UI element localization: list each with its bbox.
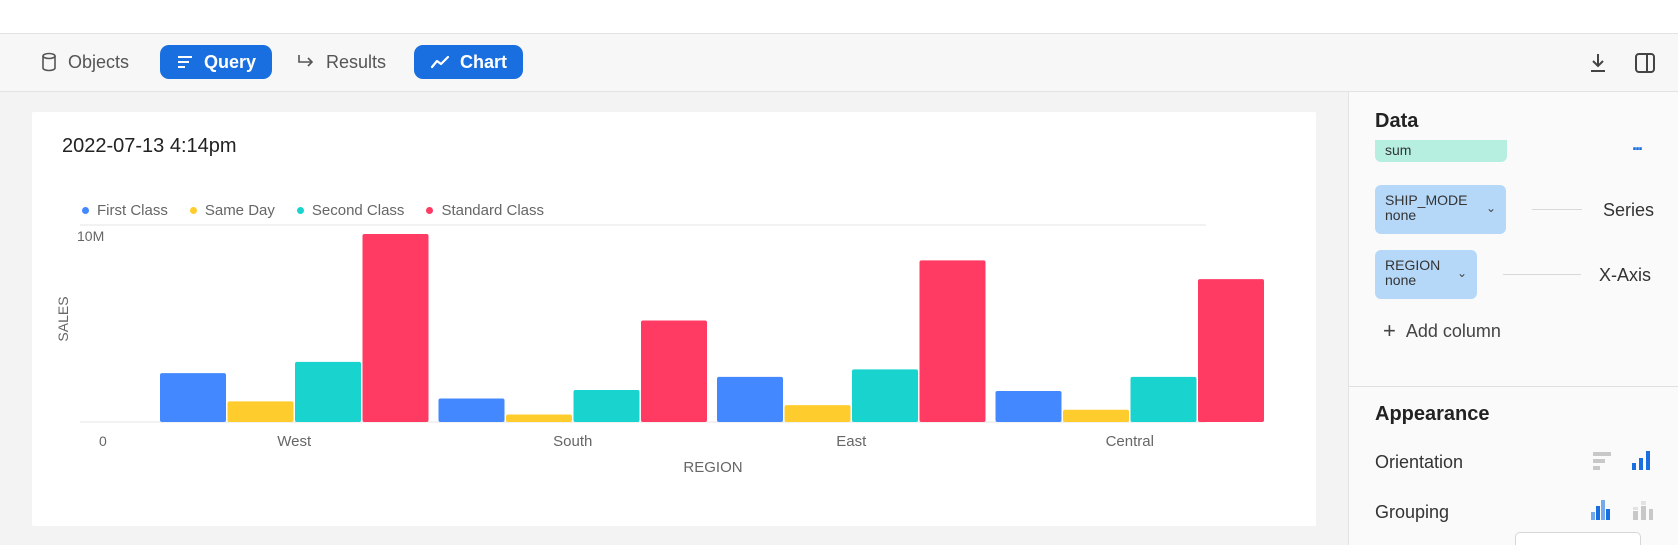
top-bar	[0, 0, 1678, 34]
legend-dot	[426, 207, 434, 214]
add-column-label: Add column	[1405, 320, 1501, 341]
legend-item-same-day[interactable]: Same Day	[189, 202, 275, 219]
stacked-bars-icon[interactable]	[1631, 498, 1655, 522]
sum-pill[interactable]: sum	[1375, 140, 1507, 162]
tab-chart-label: Chart	[460, 51, 508, 72]
x-tick-label: East	[836, 433, 867, 450]
tab-objects[interactable]: Objects	[24, 45, 145, 79]
add-column-button[interactable]: + Add column	[1383, 318, 1501, 344]
bar-south-same-day	[506, 414, 572, 422]
grouping-label: Grouping	[1375, 502, 1450, 522]
legend-item-first-class[interactable]: First Class	[82, 202, 168, 219]
bar-east-standard-class	[919, 260, 986, 422]
plus-icon: +	[1383, 318, 1396, 343]
legend-label: Second Class	[311, 202, 405, 219]
chart-card: 2022-07-13 4:14pm First Class Same Day Sec…	[32, 112, 1316, 526]
bar-central-standard-class	[1198, 279, 1264, 422]
lines-icon	[178, 56, 192, 68]
split-panel-icon[interactable]	[1633, 51, 1657, 75]
database-icon	[42, 52, 56, 72]
x-tick-label: West	[277, 433, 312, 450]
tab-chart[interactable]: Chart	[414, 45, 524, 79]
bar-west-same-day	[227, 401, 294, 422]
y-axis-label: SALES	[55, 296, 71, 341]
series-pill[interactable]: SHIP_MODE none ⌄	[1375, 185, 1506, 234]
data-section-title: Data	[1375, 110, 1419, 132]
bar-central-second-class	[1130, 376, 1197, 422]
tab-objects-label: Objects	[68, 51, 130, 72]
legend-label: Same Day	[204, 202, 275, 219]
legend-dot	[189, 207, 197, 214]
grouped-bars-icon[interactable]	[1589, 498, 1615, 522]
bar-east-first-class	[717, 376, 783, 422]
bar-south-first-class	[438, 398, 505, 422]
xaxis-role-label: X-Axis	[1599, 265, 1652, 285]
arrow-turn-icon	[298, 55, 314, 67]
download-icon[interactable]	[1586, 51, 1610, 75]
xaxis-pill-sub: none	[1385, 272, 1417, 288]
series-role-label: Series	[1603, 200, 1655, 220]
tab-query[interactable]: Query	[160, 45, 273, 79]
vertical-bars-icon[interactable]	[1630, 448, 1654, 472]
orientation-label: Orientation	[1375, 452, 1464, 472]
side-panel: Data sum ... SHIP_MODE none ⌄ Series REG…	[1348, 92, 1678, 545]
tab-results[interactable]: Results	[280, 45, 402, 79]
legend-item-second-class[interactable]: Second Class	[296, 202, 405, 219]
legend-dot	[82, 207, 89, 214]
x-tick-label: South	[553, 433, 592, 450]
connector-line	[1503, 274, 1581, 275]
tab-results-label: Results	[326, 51, 387, 72]
bar-south-second-class	[573, 390, 640, 422]
chart-title: 2022-07-13 4:14pm	[62, 135, 237, 157]
bar-west-first-class	[160, 373, 226, 422]
section-divider	[1349, 386, 1678, 387]
y-tick-label: 0	[99, 433, 107, 449]
xaxis-pill[interactable]: REGION none ⌄	[1375, 250, 1477, 299]
connector-line	[1532, 209, 1582, 210]
bar-chart: 10M 0 SALES West South East Central REGION	[55, 224, 1264, 476]
chevron-down-icon: ⌄	[1456, 266, 1467, 280]
chevron-down-icon: ⌄	[1485, 201, 1496, 215]
x-tick-label: Central	[1106, 433, 1154, 450]
xaxis-pill-name: REGION	[1385, 257, 1441, 273]
bar-central-first-class	[995, 390, 1062, 422]
legend-dot	[296, 207, 304, 214]
line-chart-icon	[430, 55, 450, 69]
horizontal-bars-icon[interactable]	[1591, 450, 1615, 472]
more-options-icon[interactable]: ...	[1632, 134, 1643, 154]
chart-legend: First Class Same Day Second Class Standard …	[82, 202, 544, 219]
dropdown-box[interactable]	[1515, 532, 1641, 545]
bar-east-same-day	[784, 405, 851, 422]
series-pill-name: SHIP_MODE	[1385, 192, 1468, 208]
bar-south-standard-class	[641, 320, 707, 422]
bar-west-second-class	[295, 361, 361, 422]
x-axis-label: REGION	[683, 459, 742, 476]
series-pill-sub: none	[1385, 207, 1417, 223]
legend-label: First Class	[97, 202, 168, 219]
legend-label: Standard Class	[441, 202, 544, 219]
toolbar: Objects Query Results Chart	[0, 34, 1678, 92]
bar-west-standard-class	[362, 234, 429, 422]
appearance-section-title: Appearance	[1375, 403, 1490, 425]
bar-central-same-day	[1063, 409, 1129, 422]
sum-pill-label: sum	[1385, 142, 1412, 158]
bar-east-second-class	[852, 369, 918, 422]
tab-query-label: Query	[204, 51, 257, 72]
legend-item-standard-class[interactable]: Standard Class	[426, 202, 544, 219]
y-tick-label: 10M	[77, 228, 104, 244]
